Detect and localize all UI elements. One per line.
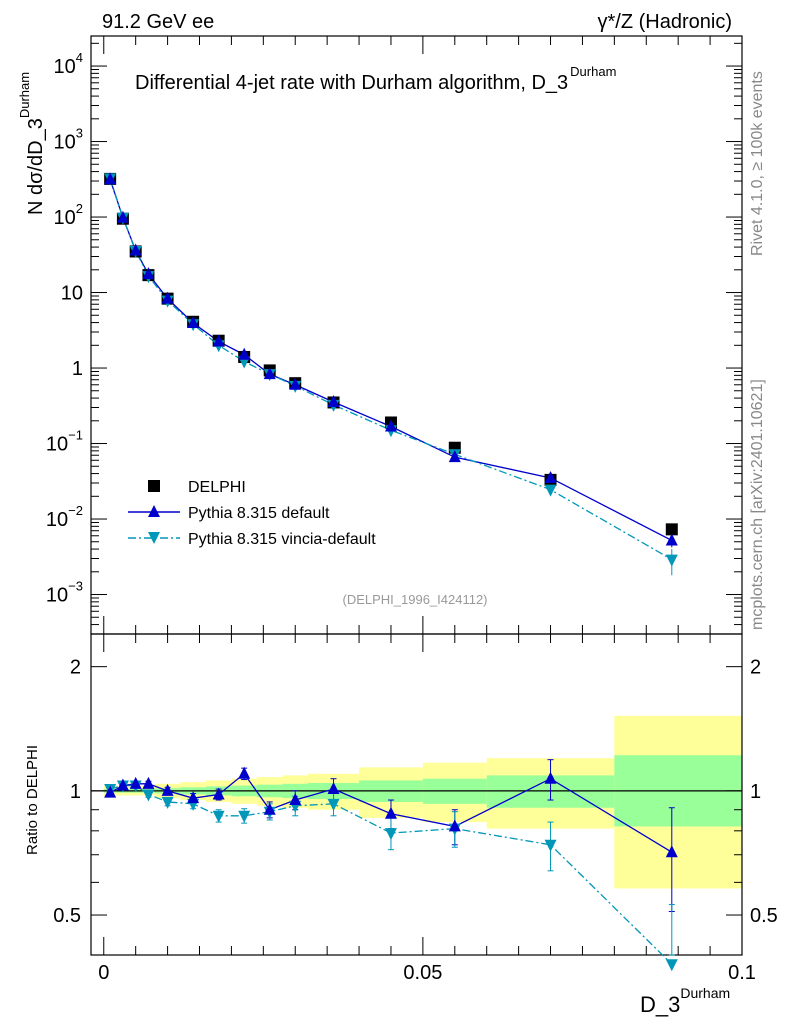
legend: DELPHI Pythia 8.315 default Pythia 8.315… [128, 479, 376, 548]
main-y-tick-label: 10−1 [46, 428, 83, 456]
data-point-pythia-default [104, 172, 117, 185]
xlabel: D_3Durham [640, 985, 730, 1017]
main-y-tick-label: 104 [54, 50, 83, 78]
main-ylabel-text: N dσ/dD_3 [25, 118, 47, 215]
main-ylabel: N dσ/dD_3Durham [17, 72, 47, 215]
ratio-point-pythia-vincia [161, 796, 174, 809]
main-line-pythia-vincia [109, 178, 673, 561]
ratio-point-pythia-default [129, 776, 142, 789]
main-y-tick-label-base: 1 [72, 358, 83, 380]
ratio-point-pythia-default [238, 766, 251, 779]
data-point-pythia-default [161, 291, 174, 304]
data-point-pythia-default [116, 210, 129, 223]
legend-label-pythia-vincia: Pythia 8.315 vincia-default [188, 531, 376, 548]
main-y-tick-label: 10 [61, 283, 83, 305]
ratio-y-tick-label-left: 0.5 [53, 905, 81, 927]
ratio-point-pythia-default [161, 783, 174, 796]
legend-marker-pythia-default [148, 505, 160, 517]
data-point-pythia-default [187, 315, 200, 328]
ratio-point-pythia-vincia [327, 798, 340, 811]
ratio-y-tick-label-left: 2 [70, 657, 81, 679]
main-y-tick-label-base: 10 [46, 509, 68, 531]
main-y-tick-label-exp: 3 [76, 126, 83, 141]
xlabel-superscript: Durham [680, 985, 730, 1001]
data-point-pythia-default [384, 419, 397, 432]
ratio-point-pythia-default [104, 785, 117, 798]
ratio-point-pythia-default [327, 782, 340, 795]
ratio-point-pythia-default [187, 791, 200, 804]
main-y-tick-label: 10−3 [46, 579, 83, 607]
main-y-tick-label-exp: 4 [76, 50, 83, 65]
ratio-point-pythia-vincia [142, 789, 155, 802]
data-point-pythia-default [665, 533, 678, 546]
data-point-pythia-vincia [544, 484, 557, 497]
legend-marker-pythia-vincia [148, 532, 160, 544]
main-y-tick-label-exp: 2 [76, 201, 83, 216]
analysis-id-annotation: (DELPHI_1996_I424112) [342, 592, 487, 607]
legend-label-delphi: DELPHI [188, 479, 246, 496]
ratio-point-pythia-default [448, 819, 461, 832]
x-tick-label: 0.1 [728, 962, 756, 984]
main-y-tick-label-base: 10 [54, 207, 76, 229]
xlabel-text: D_3 [640, 992, 680, 1017]
main-y-tick-label-exp: −3 [68, 579, 83, 594]
main-y-tick-label: 1 [72, 358, 83, 380]
ratio-y-tick-label-left: 1 [70, 781, 81, 803]
main-title-superscript: Durham [570, 64, 616, 79]
ratio-point-pythia-vincia [544, 839, 557, 852]
main-y-tick-label-exp: −2 [68, 503, 83, 518]
ratio-point-pythia-default [384, 806, 397, 819]
data-point-pythia-default [238, 347, 251, 360]
ratio-y-tick-label-right: 2 [750, 657, 761, 679]
ratio-point-pythia-vincia [212, 810, 225, 823]
data-point-pythia-default [129, 243, 142, 256]
main-y-tick-label-exp: −1 [68, 428, 83, 443]
main-y-tick-label-base: 10 [54, 132, 76, 154]
ratio-line-pythia-vincia [109, 784, 673, 965]
ratio-y-tick-label-right: 0.5 [750, 905, 778, 927]
ratio-panel-frame [90, 633, 743, 956]
main-y-tick-label: 103 [54, 126, 83, 154]
main-y-tick-label: 10−2 [46, 503, 83, 531]
ratio-point-pythia-vincia [384, 828, 397, 841]
data-point-pythia-default [327, 394, 340, 407]
main-ylabel-superscript: Durham [17, 72, 32, 118]
legend-marker-delphi [148, 480, 160, 492]
data-point-delphi [665, 523, 678, 536]
rivet-version-label: Rivet 4.1.0, ≥ 100k events [749, 71, 766, 256]
ratio-point-pythia-default [263, 802, 276, 815]
ratio-point-pythia-default [142, 776, 155, 789]
ratio-point-pythia-default [116, 778, 129, 791]
main-y-tick-label: 102 [54, 201, 83, 229]
x-tick-label: 0 [98, 962, 109, 984]
ratio-point-pythia-vincia [238, 810, 251, 823]
main-y-tick-label-base: 10 [46, 434, 68, 456]
data-point-pythia-default [142, 267, 155, 280]
ratio-point-pythia-default [544, 771, 557, 784]
data-point-pythia-default [289, 377, 302, 390]
x-tick-label: 0.05 [403, 962, 442, 984]
ratio-point-pythia-default [289, 793, 302, 806]
ratio-y-tick-label-right: 1 [750, 781, 761, 803]
data-point-pythia-default [212, 334, 225, 347]
ratio-ylabel: Ratio to DELPHI [24, 745, 41, 855]
main-y-tick-label-base: 10 [61, 283, 83, 305]
ratio-point-pythia-default [212, 787, 225, 800]
process-label: γ*/Z (Hadronic) [598, 11, 732, 33]
energy-label: 91.2 GeV ee [102, 11, 214, 33]
main-title: Differential 4-jet rate with Durham algo… [135, 64, 616, 94]
data-point-pythia-vincia [665, 554, 678, 567]
mcplots-label: mcplots.cern.ch [arXiv:2401.10621] [749, 379, 766, 630]
main-y-tick-label-base: 10 [46, 585, 68, 607]
legend-label-pythia-default: Pythia 8.315 default [188, 505, 330, 522]
ratio-point-pythia-vincia [665, 959, 678, 972]
data-point-pythia-default [544, 470, 557, 483]
ratio-point-pythia-default [665, 845, 678, 858]
data-point-pythia-default [263, 367, 276, 380]
data-point-pythia-default [448, 450, 461, 463]
main-y-tick-label-base: 10 [54, 56, 76, 78]
main-title-text: Differential 4-jet rate with Durham algo… [135, 72, 568, 94]
